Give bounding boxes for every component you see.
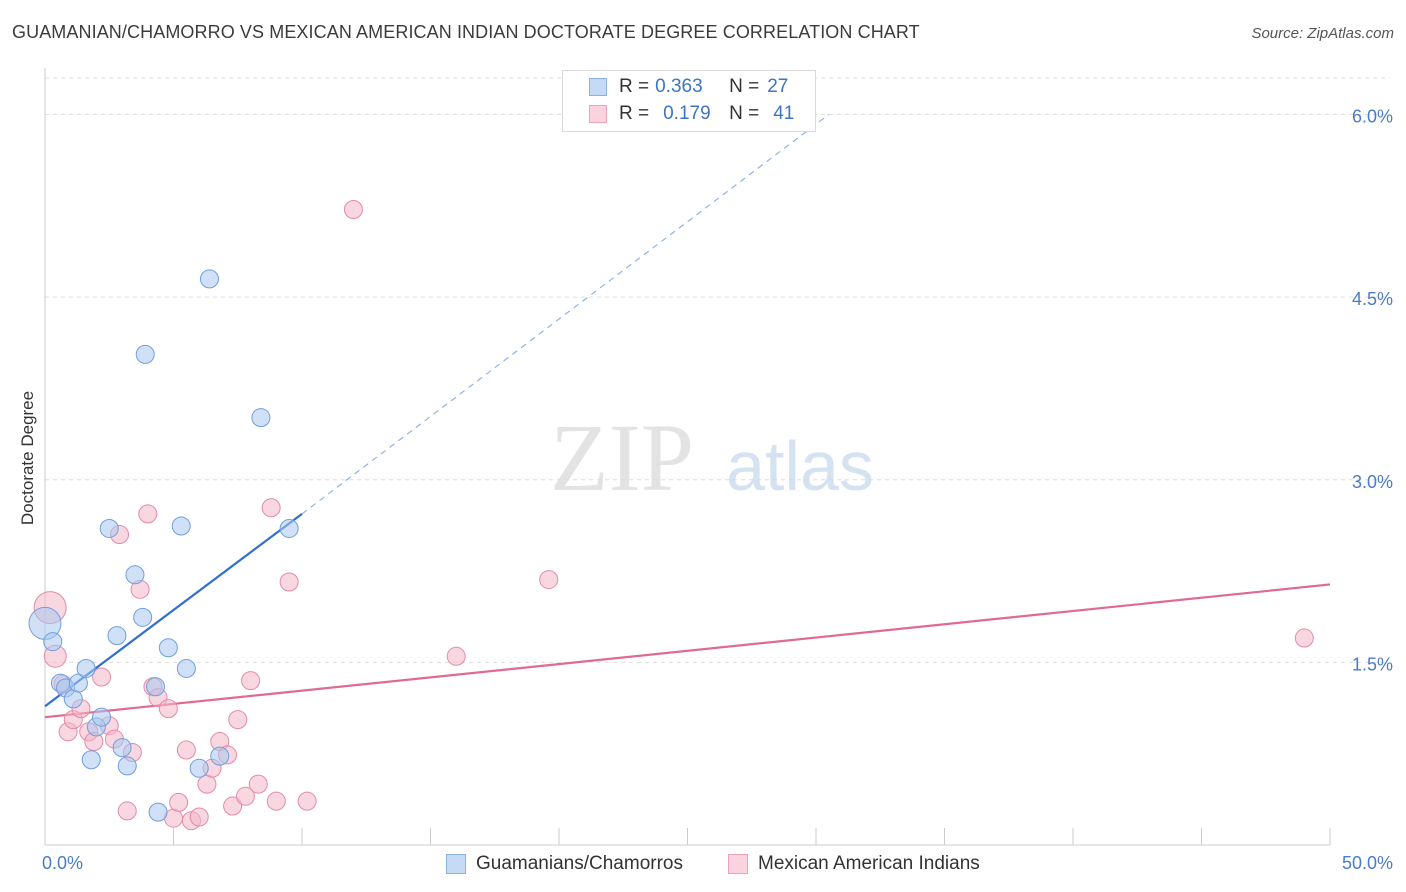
data-point-guamanian <box>125 565 145 585</box>
data-point-mexican-american-indian <box>297 791 317 811</box>
data-point-mexican-american-indian <box>117 801 137 821</box>
bottom-legend-swatch-guamanian <box>446 854 466 874</box>
data-point-guamanian <box>63 689 83 709</box>
data-point-guamanian <box>92 707 112 727</box>
data-point-mexican-american-indian <box>279 572 299 592</box>
data-point-mexican-american-indian <box>266 791 286 811</box>
bottom-legend-swatch-mexican-american-indian <box>728 854 748 874</box>
legend-r-value: 0.179 <box>663 103 711 124</box>
y-tick-label: 3.0% <box>1352 472 1393 492</box>
watermark-atlas: atlas <box>726 427 874 505</box>
data-point-guamanian <box>251 408 271 428</box>
data-point-mexican-american-indian <box>176 740 196 760</box>
watermark: ZIP atlas <box>550 404 874 511</box>
data-point-mexican-american-indian <box>235 786 255 806</box>
bottom-legend-mexican-american-indian: Mexican American Indians <box>728 852 980 876</box>
chart-title: GUAMANIAN/CHAMORRO VS MEXICAN AMERICAN I… <box>12 22 920 42</box>
data-point-guamanian <box>171 516 191 536</box>
data-point-guamanian <box>148 802 168 822</box>
data-point-guamanian <box>81 750 101 770</box>
y-axis-label: Doctorate Degree <box>18 391 37 525</box>
bottom-legend-guamanian: Guamanians/Chamorros <box>446 852 683 876</box>
data-point-mexican-american-indian <box>92 667 112 687</box>
data-point-guamanian <box>210 746 230 766</box>
trend-line-mexican-american-indian <box>44 583 1331 719</box>
data-point-guamanian <box>133 607 153 627</box>
bottom-legend-label-mexican-american-indian: Mexican American Indians <box>758 853 980 874</box>
data-point-mexican-american-indian <box>539 570 559 590</box>
watermark-zip: ZIP <box>550 404 694 511</box>
data-point-mexican-american-indian <box>158 699 178 719</box>
x-tick-label: 0.0% <box>42 853 83 873</box>
data-points <box>28 199 1314 831</box>
data-point-guamanian <box>135 344 155 364</box>
data-point-guamanian <box>76 658 96 678</box>
stats-legend: R = 0.363 N = 27 R = 0.179 N = 41 <box>562 70 816 132</box>
data-point-mexican-american-indian <box>446 646 466 666</box>
data-point-guamanian <box>279 518 299 538</box>
legend-n-label: N = <box>729 103 760 124</box>
data-point-mexican-american-indian <box>343 199 363 219</box>
legend-r-label: R = <box>619 76 650 97</box>
legend-r-label: R = <box>619 103 650 124</box>
axes: 1.5% 3.0% 4.5% 6.0% 0.0% 50.0% <box>42 68 1393 873</box>
data-point-guamanian <box>99 518 119 538</box>
y-tick-label: 6.0% <box>1352 107 1393 127</box>
legend-row-mexican-american-indian: R = 0.179 N = 41 <box>589 102 794 126</box>
data-point-mexican-american-indian <box>169 792 189 812</box>
chart-source: Source: ZipAtlas.com <box>1251 25 1394 42</box>
data-point-guamanian <box>199 269 219 289</box>
data-point-guamanian <box>117 756 137 776</box>
data-point-mexican-american-indian <box>1294 628 1314 648</box>
data-point-mexican-american-indian <box>189 807 209 827</box>
grid <box>45 77 1390 663</box>
y-tick-label: 4.5% <box>1352 289 1393 309</box>
trend-line-guamanian-extension <box>301 114 830 515</box>
legend-swatch-mexican-american-indian <box>589 105 607 123</box>
data-point-mexican-american-indian <box>228 710 248 730</box>
data-point-guamanian <box>43 632 63 652</box>
legend-r-value: 0.363 <box>655 76 703 97</box>
legend-n-label: N = <box>729 76 760 97</box>
data-point-mexican-american-indian <box>223 796 243 816</box>
data-point-guamanian <box>158 638 178 658</box>
data-point-mexican-american-indian <box>241 671 261 691</box>
x-tick-label: 50.0% <box>1342 853 1393 873</box>
data-point-mexican-american-indian <box>138 504 158 524</box>
data-point-mexican-american-indian <box>248 774 268 794</box>
data-point-guamanian <box>112 738 132 758</box>
data-point-guamanian <box>146 677 166 697</box>
y-tick-label: 1.5% <box>1352 654 1393 674</box>
legend-n-value: 27 <box>767 76 789 97</box>
data-point-mexican-american-indian <box>261 498 281 518</box>
data-point-guamanian <box>107 626 127 646</box>
legend-swatch-guamanian <box>589 78 607 96</box>
data-point-guamanian <box>68 673 88 693</box>
data-point-guamanian <box>176 658 196 678</box>
bottom-legend-label-guamanian: Guamanians/Chamorros <box>476 853 683 874</box>
legend-row-guamanian: R = 0.363 N = 27 <box>589 75 788 99</box>
legend-n-value: 41 <box>773 103 795 124</box>
data-point-guamanian <box>189 758 209 778</box>
data-point-mexican-american-indian <box>197 774 217 794</box>
